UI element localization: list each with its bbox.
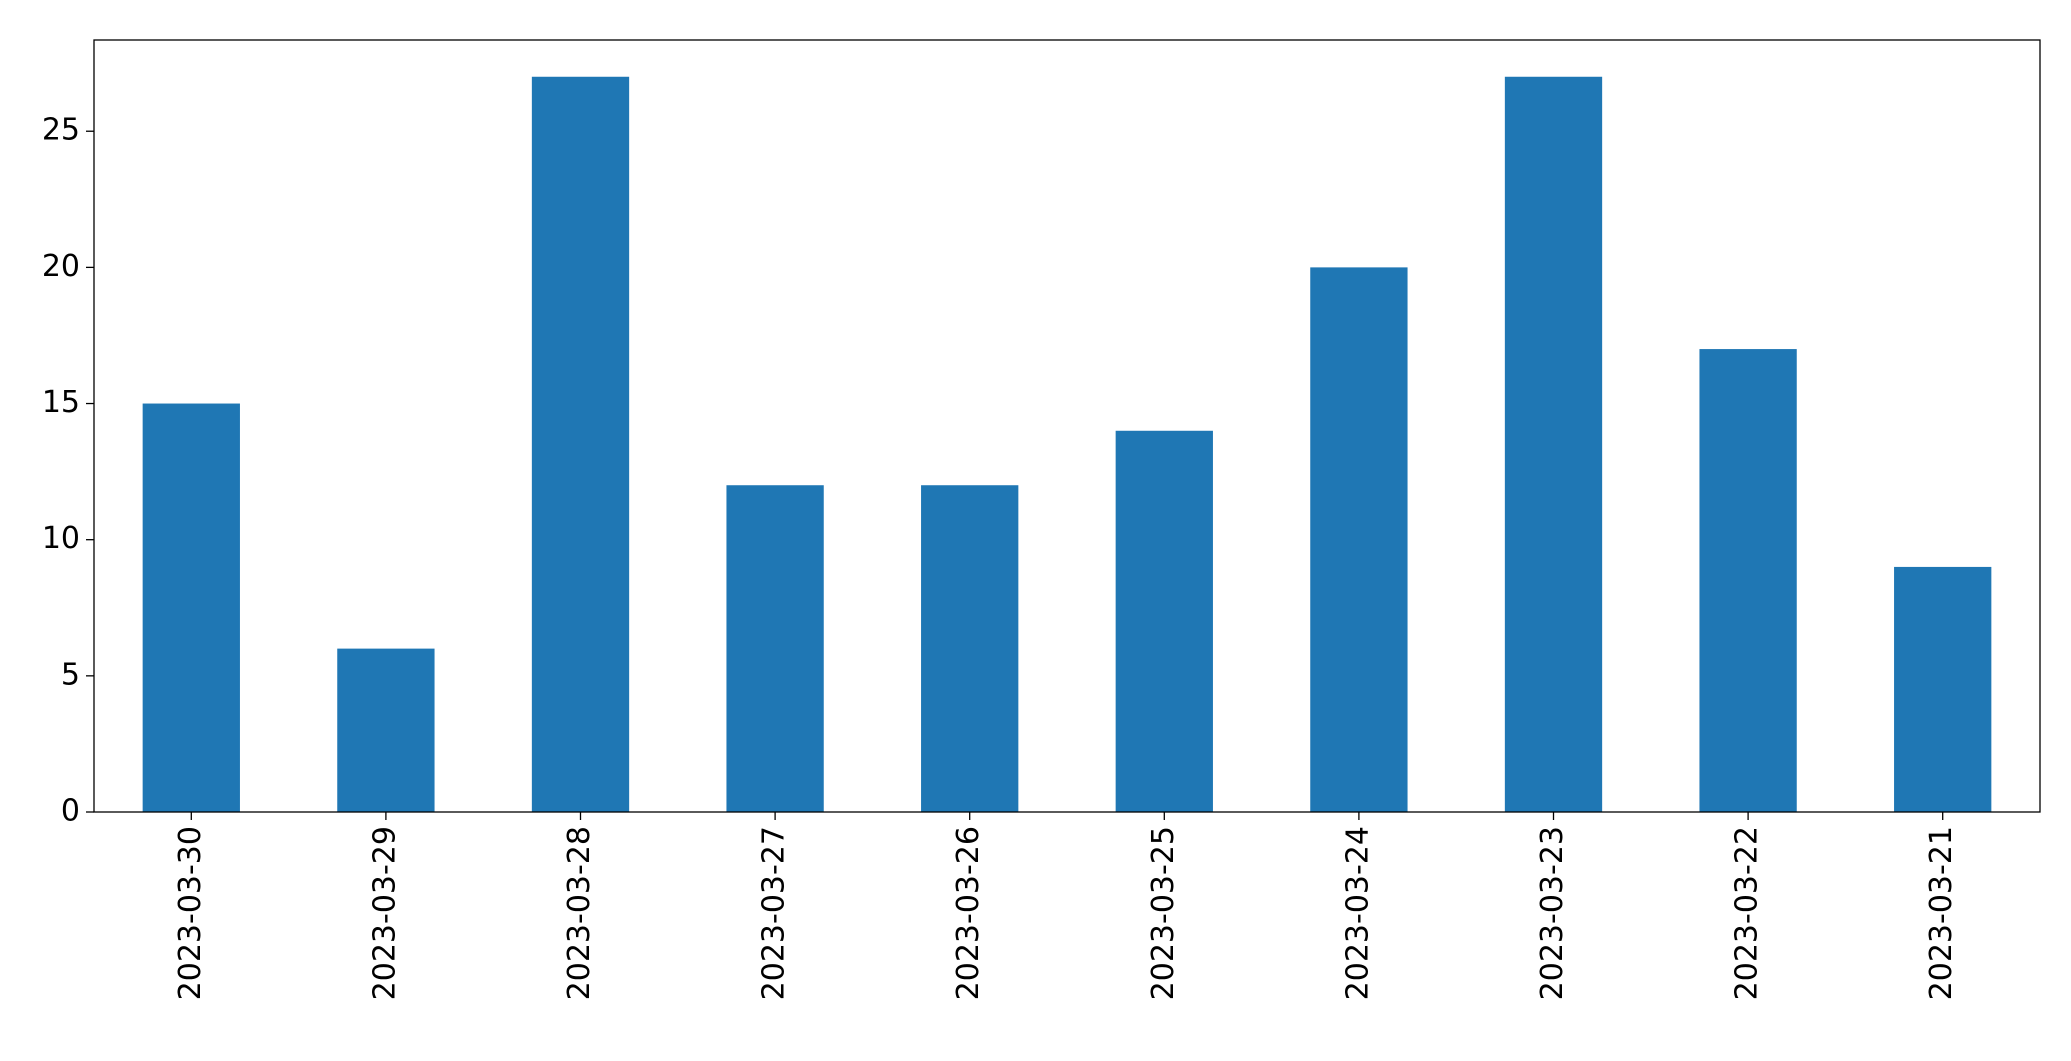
plot-frame (93, 39, 2041, 813)
bar (1115, 430, 1213, 812)
y-tick-label: 10 (42, 521, 80, 556)
x-tick-label: 2023-03-30 (173, 826, 208, 1000)
bar (337, 648, 435, 812)
x-tick-label: 2023-03-22 (1730, 826, 1765, 1000)
x-tick-label: 2023-03-21 (1924, 826, 1959, 1000)
x-tick-label: 2023-03-23 (1535, 826, 1570, 1000)
x-tick-label: 2023-03-27 (757, 826, 792, 1000)
y-tick-label: 0 (61, 794, 80, 829)
y-tick-label: 5 (61, 657, 80, 692)
x-tick-label: 2023-03-28 (562, 826, 597, 1000)
x-tick-label: 2023-03-24 (1340, 826, 1375, 1000)
y-tick-label: 15 (42, 385, 80, 420)
bar (1310, 267, 1408, 813)
x-tick-label: 2023-03-26 (951, 826, 986, 1000)
x-tick-label: 2023-03-29 (367, 826, 402, 1000)
x-tick-label: 2023-03-25 (1146, 826, 1181, 1000)
y-tick-label: 25 (42, 113, 80, 148)
bar (1894, 566, 1992, 812)
bar (1699, 349, 1797, 812)
bar (921, 485, 1019, 812)
bar (142, 403, 240, 812)
bar (1504, 76, 1603, 812)
y-tick-label: 20 (42, 249, 80, 284)
bar (726, 485, 824, 812)
bar (531, 76, 630, 812)
